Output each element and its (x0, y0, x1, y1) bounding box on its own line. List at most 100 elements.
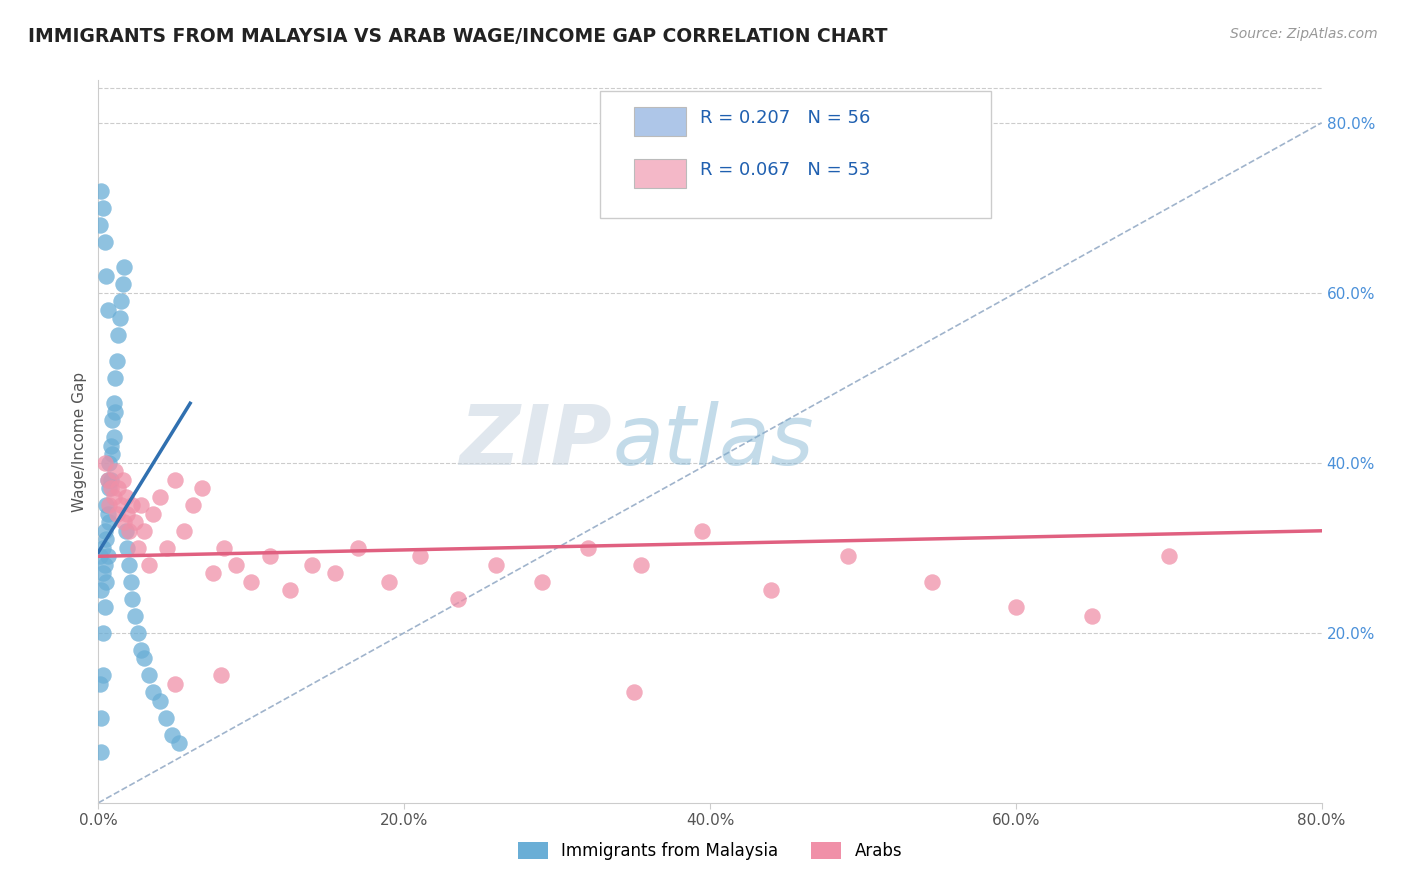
Point (209, 668, 232, 682)
Point (94, 498, 117, 512)
Point (120, 574, 142, 589)
Point (259, 549, 281, 564)
Point (110, 498, 132, 512)
Point (108, 311, 131, 326)
Point (97, 302, 120, 317)
Point (134, 651, 156, 665)
Point (378, 574, 401, 589)
Point (105, 353, 128, 368)
Point (301, 558, 323, 572)
Point (101, 413, 124, 427)
Point (112, 260, 135, 275)
Point (89, 218, 111, 232)
Point (90, 184, 112, 198)
Point (1081, 608, 1104, 623)
Point (105, 507, 128, 521)
Point (149, 490, 172, 504)
Point (90, 745, 112, 759)
Point (103, 430, 125, 444)
Point (89, 549, 111, 564)
Point (97, 549, 120, 564)
Y-axis label: Wage/Income Gap: Wage/Income Gap (72, 371, 87, 512)
Point (111, 473, 134, 487)
Point (163, 473, 186, 487)
Point (94, 268, 117, 283)
Point (485, 558, 508, 572)
FancyBboxPatch shape (634, 107, 686, 136)
Point (129, 642, 152, 657)
Point (98, 481, 121, 495)
Text: IMMIGRANTS FROM MALAYSIA VS ARAB WAGE/INCOME GAP CORRELATION CHART: IMMIGRANTS FROM MALAYSIA VS ARAB WAGE/IN… (28, 27, 887, 45)
Point (115, 524, 138, 538)
Point (129, 498, 152, 512)
Point (101, 447, 124, 461)
Point (127, 625, 149, 640)
Point (97, 473, 120, 487)
Point (98, 498, 121, 512)
Point (118, 524, 141, 538)
Point (89, 677, 111, 691)
Point (576, 541, 599, 555)
Point (692, 524, 714, 538)
Point (118, 558, 141, 572)
Point (107, 481, 129, 495)
Point (202, 566, 225, 581)
Point (240, 574, 263, 589)
FancyBboxPatch shape (634, 159, 686, 188)
Point (1157, 549, 1180, 564)
Point (121, 591, 143, 606)
Point (97, 507, 120, 521)
Text: Source: ZipAtlas.com: Source: ZipAtlas.com (1230, 27, 1378, 41)
Point (90, 583, 112, 598)
Point (837, 549, 859, 564)
Point (93, 235, 115, 249)
Point (104, 371, 127, 385)
Text: ZIP: ZIP (460, 401, 612, 482)
Point (117, 541, 139, 555)
Point (93, 456, 115, 470)
Text: R = 0.207   N = 56: R = 0.207 N = 56 (700, 109, 870, 127)
Text: atlas: atlas (612, 401, 814, 482)
Point (93, 600, 115, 615)
Point (160, 728, 183, 742)
Point (91, 541, 114, 555)
Point (100, 439, 122, 453)
Point (94, 574, 117, 589)
Point (225, 558, 247, 572)
Point (347, 541, 370, 555)
Point (124, 516, 146, 530)
Point (111, 277, 134, 292)
Point (142, 685, 165, 699)
Point (155, 711, 177, 725)
Point (278, 583, 301, 598)
Point (1004, 600, 1026, 615)
Point (98, 456, 121, 470)
Point (103, 490, 125, 504)
Point (98, 516, 121, 530)
Point (142, 507, 165, 521)
Point (169, 736, 191, 750)
Point (127, 541, 149, 555)
Point (93, 524, 115, 538)
Point (325, 566, 347, 581)
Point (623, 685, 645, 699)
Point (121, 498, 143, 512)
Point (759, 583, 782, 598)
Point (91, 566, 114, 581)
Point (138, 558, 160, 572)
Point (149, 694, 172, 708)
Legend: Immigrants from Malaysia, Arabs: Immigrants from Malaysia, Arabs (510, 835, 910, 867)
Point (91, 625, 114, 640)
Point (173, 524, 195, 538)
Point (97, 473, 120, 487)
Point (408, 549, 430, 564)
Point (103, 396, 125, 410)
Point (91, 201, 114, 215)
Point (100, 481, 122, 495)
Point (134, 524, 156, 538)
Point (110, 294, 132, 309)
FancyBboxPatch shape (600, 91, 991, 218)
Point (112, 516, 135, 530)
Point (90, 711, 112, 725)
Point (100, 473, 122, 487)
